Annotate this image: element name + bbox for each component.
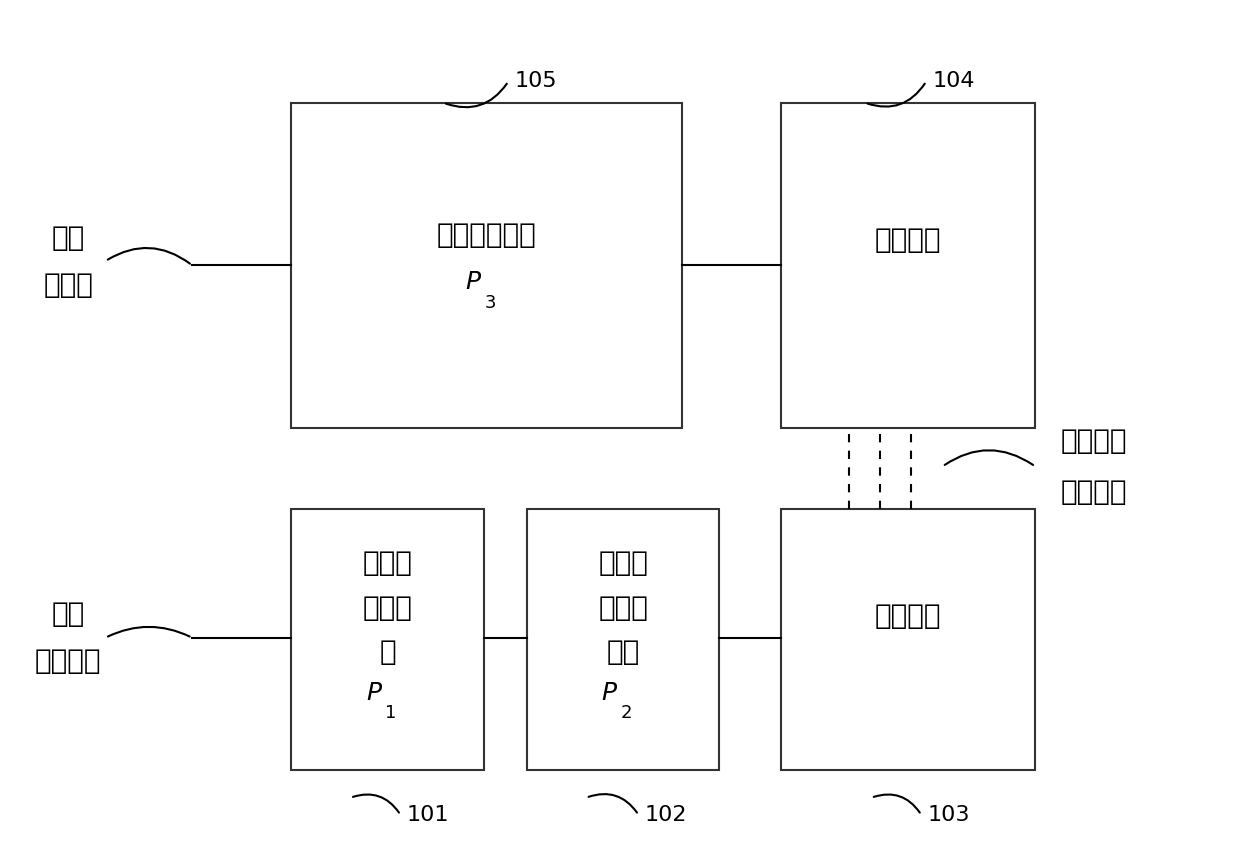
Text: 102: 102 (645, 805, 687, 825)
Text: 传输通道: 传输通道 (1060, 479, 1127, 506)
Text: P: P (601, 681, 618, 704)
Bar (781, 509, 1035, 770)
Text: 交流电源: 交流电源 (35, 647, 102, 675)
Text: 105: 105 (515, 71, 557, 92)
Text: 换器: 换器 (606, 639, 640, 666)
Text: 直流电: 直流电 (362, 594, 413, 621)
Text: 接负载: 接负载 (43, 270, 93, 299)
Text: 3: 3 (484, 294, 496, 312)
Text: 104: 104 (932, 71, 975, 92)
Text: P: P (366, 681, 382, 704)
Text: 发射线圈: 发射线圈 (875, 603, 941, 630)
Bar (291, 103, 682, 428)
Text: 输出: 输出 (52, 223, 84, 252)
Text: 交流变: 交流变 (598, 594, 649, 621)
Text: 1: 1 (384, 704, 397, 722)
Text: 101: 101 (407, 805, 449, 825)
Bar (781, 103, 1035, 428)
Text: 直流到: 直流到 (598, 550, 649, 577)
Text: 接收线圈: 接收线圈 (875, 226, 941, 253)
Text: 整流滤波装置: 整流滤波装置 (436, 222, 537, 249)
Text: P: P (465, 270, 481, 294)
Bar (527, 509, 719, 770)
Text: 源: 源 (379, 639, 396, 666)
Text: 103: 103 (928, 805, 970, 825)
Text: 能量无线: 能量无线 (1060, 427, 1127, 455)
Text: 输入: 输入 (52, 600, 84, 628)
Text: 可调压: 可调压 (362, 550, 413, 577)
Text: 2: 2 (620, 704, 632, 722)
Bar (291, 509, 484, 770)
